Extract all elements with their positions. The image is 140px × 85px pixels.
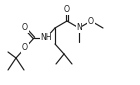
Text: O: O <box>22 44 28 53</box>
Text: N: N <box>76 23 82 32</box>
Text: O: O <box>22 23 28 32</box>
Text: O: O <box>88 16 94 26</box>
Text: NH: NH <box>40 33 52 42</box>
Text: O: O <box>64 6 70 15</box>
